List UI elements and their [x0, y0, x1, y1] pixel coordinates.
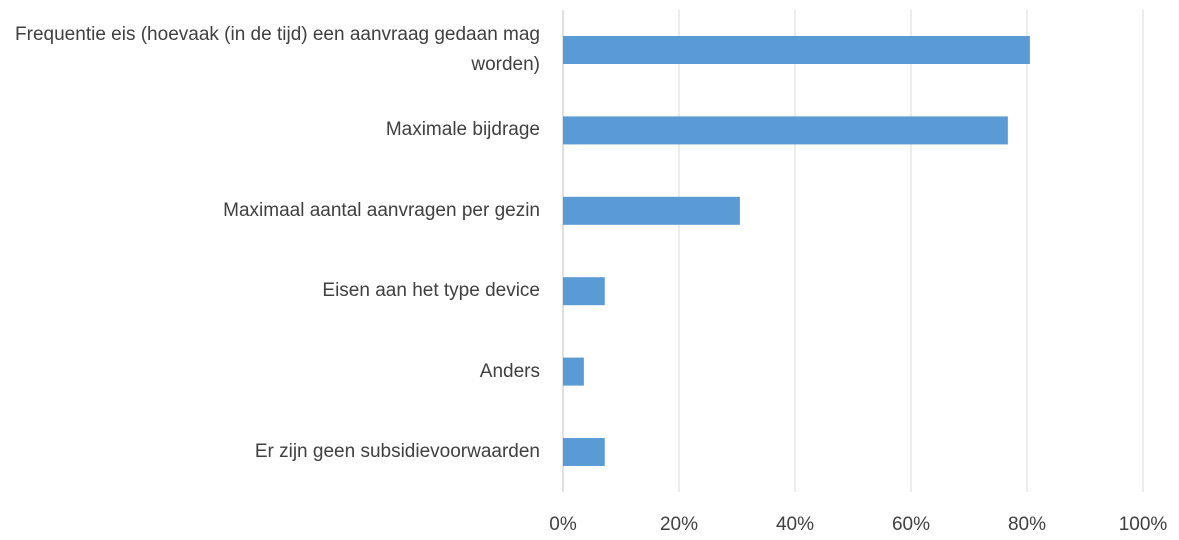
category-label-box: Eisen aan het type device — [0, 251, 540, 331]
bar — [563, 277, 605, 306]
category-label-box: Maximaal aantal aanvragen per gezin — [0, 171, 540, 251]
x-tick-label: 40% — [776, 514, 814, 535]
bar — [563, 196, 740, 225]
y-tick-label: Frequentie eis (hoevaak (in de tijd) een… — [15, 24, 540, 75]
x-tick-label: 80% — [1008, 514, 1046, 535]
x-tick-label: 100% — [1119, 514, 1168, 535]
bar — [563, 357, 584, 386]
bar — [563, 36, 1030, 64]
category-label-box: Anders — [0, 332, 540, 412]
bar — [563, 438, 605, 466]
category-label-box: Maximale bijdrage — [0, 90, 540, 170]
y-tick-label: Anders — [479, 360, 540, 382]
y-tick-label: Eisen aan het type device — [322, 280, 540, 302]
category-label-box: Frequentie eis (hoevaak (in de tijd) een… — [0, 10, 540, 90]
y-tick-label: Maximale bijdrage — [385, 119, 540, 141]
x-tick-label: 60% — [892, 514, 930, 535]
x-tick-label: 20% — [660, 514, 698, 535]
bar — [563, 116, 1008, 145]
category-label-box: Er zijn geen subsidievoorwaarden — [0, 412, 540, 492]
y-tick-label: Er zijn geen subsidievoorwaarden — [254, 441, 540, 462]
x-tick-label: 0% — [549, 514, 577, 535]
y-tick-label: Maximaal aantal aanvragen per gezin — [223, 199, 540, 221]
